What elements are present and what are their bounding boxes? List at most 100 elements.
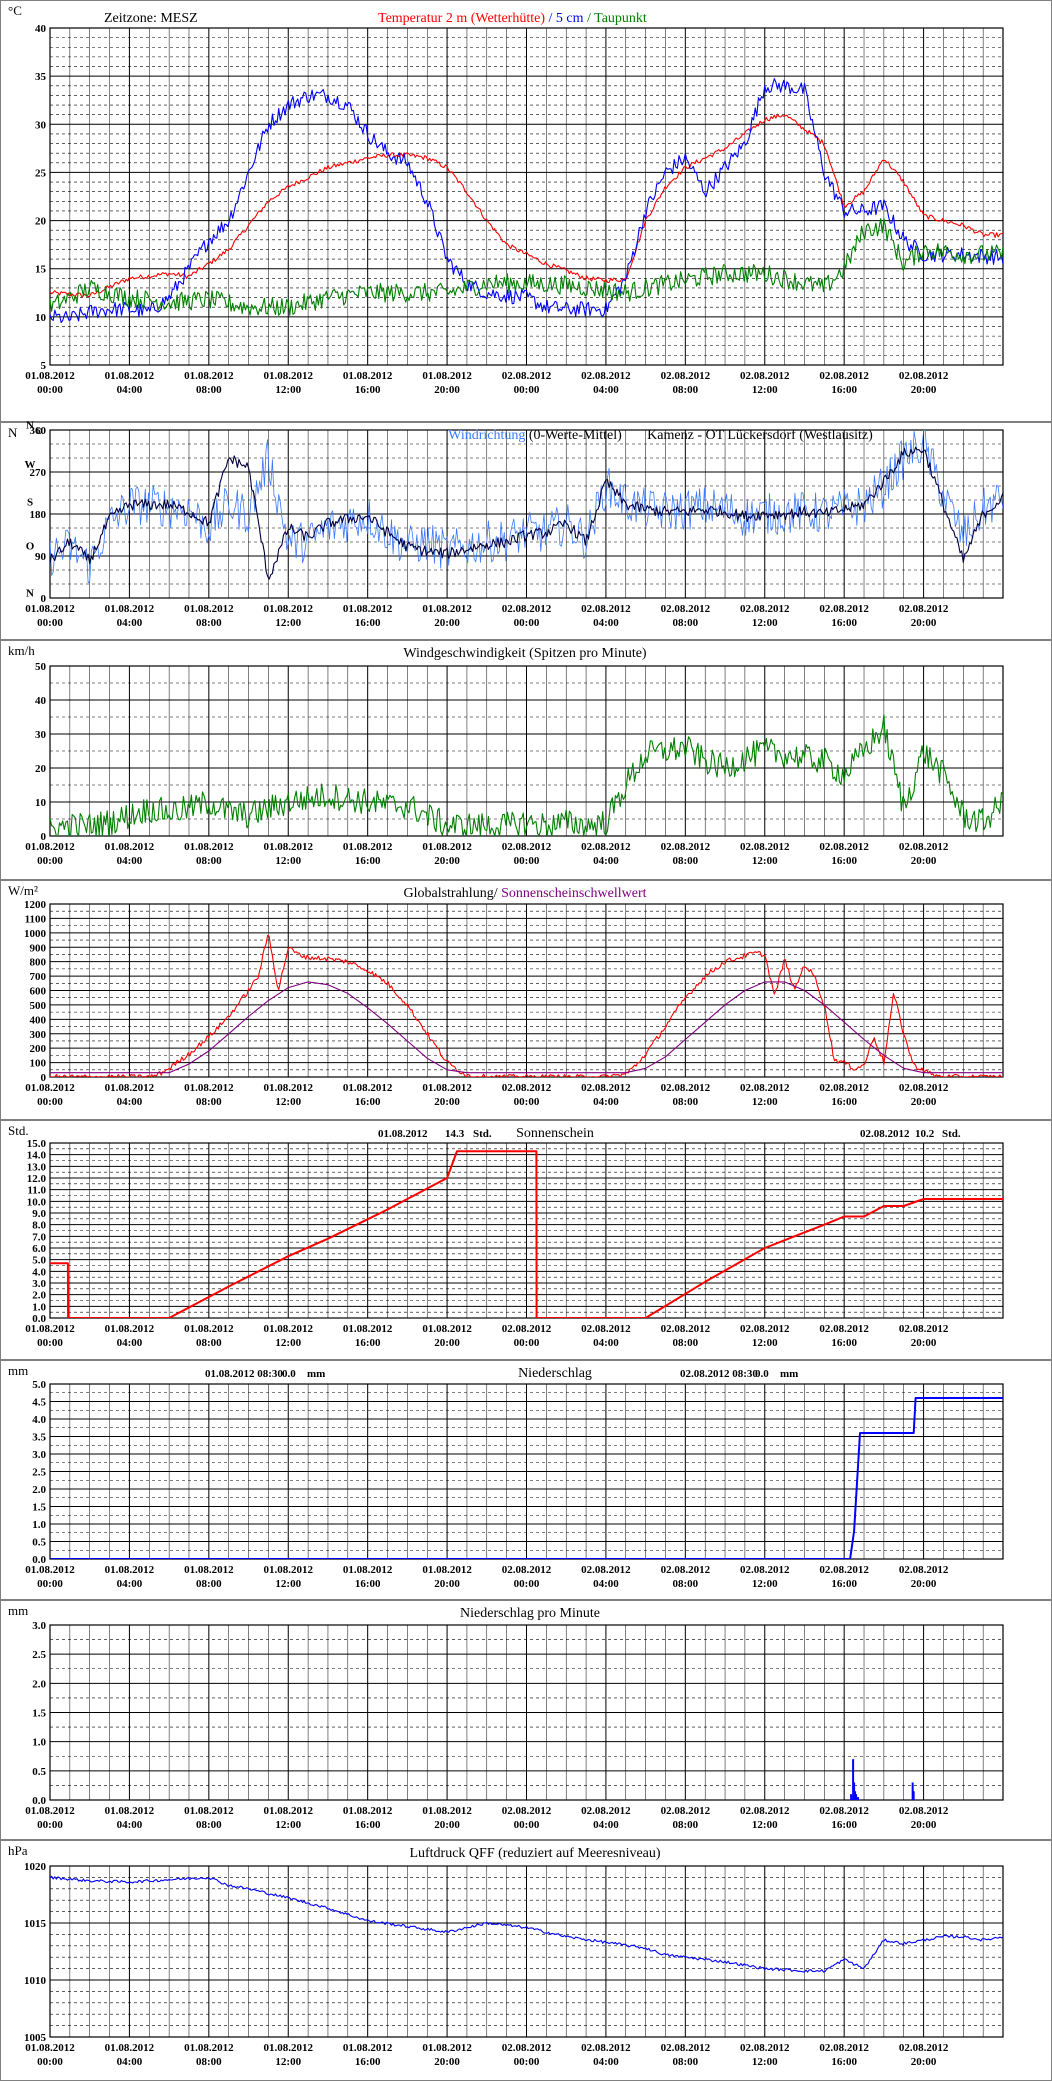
x-tick-date: 01.08.2012 — [264, 1805, 314, 1817]
x-tick-time: 12:00 — [752, 617, 778, 629]
x-tick-time: 12:00 — [275, 855, 301, 867]
unit-label: hPa — [8, 1843, 28, 1858]
x-tick-date: 01.08.2012 — [25, 1805, 75, 1817]
x-tick-time: 08:00 — [672, 617, 698, 629]
x-tick-date: 01.08.2012 — [264, 1323, 314, 1335]
x-tick-date: 01.08.2012 — [105, 370, 155, 382]
x-tick-date: 01.08.2012 — [184, 841, 234, 853]
y-tick-label: 5 — [41, 360, 47, 372]
info-left-date: 01.08.2012 08:30 — [205, 1368, 283, 1380]
x-tick-time: 16:00 — [355, 1819, 381, 1831]
y-tick-label: 50 — [35, 661, 47, 673]
x-tick-time: 08:00 — [196, 617, 222, 629]
title-part: Windgeschwindigkeit (Spitzen pro Minute) — [403, 646, 647, 661]
x-tick-time: 00:00 — [514, 855, 540, 867]
x-tick-date: 01.08.2012 — [343, 1082, 393, 1094]
x-tick-date: 02.08.2012 — [661, 1805, 711, 1817]
x-tick-time: 08:00 — [196, 1337, 222, 1349]
plot-frame — [49, 27, 1004, 366]
title-part: Niederschlag pro Minute — [460, 1606, 600, 1621]
x-tick-date: 02.08.2012 — [661, 1564, 711, 1576]
series-group — [50, 714, 1003, 836]
y-tick-label: 500 — [30, 1000, 47, 1012]
x-tick-date: 02.08.2012 — [740, 603, 790, 615]
x-tick-date: 02.08.2012 — [502, 370, 552, 382]
y-tick-label: 40 — [35, 695, 47, 707]
series-group — [50, 1150, 1003, 1318]
panel-wind_speed: 0 10 20 30 40 50 01.08.2012 00:00 01.08.2012 04:0… — [0, 640, 1052, 880]
y-tick-label: 1000 — [24, 928, 47, 940]
x-tick-date: 02.08.2012 — [661, 1082, 711, 1094]
x-tick-time: 04:00 — [593, 384, 619, 396]
x-tick-time: 20:00 — [434, 1337, 460, 1349]
x-tick-date: 01.08.2012 — [25, 370, 75, 382]
x-tick-time: 04:00 — [117, 384, 143, 396]
x-tick-date: 01.08.2012 — [422, 841, 472, 853]
x-tick-date: 01.08.2012 — [25, 1323, 75, 1335]
y-tick-label: 1100 — [25, 913, 47, 925]
x-tick-time: 08:00 — [672, 1096, 698, 1108]
y-tick-label: 360 — [30, 425, 47, 437]
x-tick-date: 02.08.2012 — [581, 1564, 631, 1576]
x-tick-date: 01.08.2012 — [343, 1564, 393, 1576]
x-tick-date: 02.08.2012 — [819, 841, 869, 853]
y-tick-label: 1.5 — [32, 1708, 46, 1720]
series-line-luftdruck-qff — [50, 1875, 1003, 1973]
x-tick-time: 00:00 — [37, 1096, 63, 1108]
x-tick-time: 20:00 — [911, 617, 937, 629]
x-tick-time: 16:00 — [355, 1096, 381, 1108]
y-tick-label: 4.0 — [32, 1414, 46, 1426]
series-line-globalstrahlung — [50, 934, 1003, 1077]
precip-bar — [852, 1759, 855, 1800]
x-tick-date: 02.08.2012 — [502, 2042, 552, 2054]
x-tick-time: 12:00 — [752, 1096, 778, 1108]
x-tick-time: 16:00 — [355, 2056, 381, 2068]
plot-frame — [49, 1865, 1004, 2038]
x-tick-date: 01.08.2012 — [25, 2042, 75, 2054]
y-tick-label: 1.0 — [32, 1737, 46, 1749]
x-tick-date: 01.08.2012 — [422, 370, 472, 382]
x-tick-time: 08:00 — [196, 855, 222, 867]
series-group — [50, 430, 1003, 584]
x-tick-date: 01.08.2012 — [105, 2042, 155, 2054]
info-left-date: 01.08.2012 — [378, 1128, 428, 1140]
x-tick-time: 04:00 — [117, 2056, 143, 2068]
x-tick-date: 01.08.2012 — [105, 1564, 155, 1576]
y-tick-label: 35 — [35, 71, 47, 83]
x-tick-time: 20:00 — [434, 617, 460, 629]
compass-label: N — [26, 419, 34, 431]
y-tick-label: 11.0 — [27, 1185, 46, 1197]
info-right-unit: Std. — [942, 1128, 961, 1140]
chart-title: Luftdruck QFF (reduziert auf Meeresnivea… — [409, 1846, 660, 1861]
x-tick-time: 16:00 — [831, 1096, 857, 1108]
y-tick-label: 12.0 — [27, 1173, 47, 1185]
x-tick-time: 12:00 — [275, 1337, 301, 1349]
y-tick-label: 7.0 — [32, 1231, 46, 1243]
y-tick-label: 0 — [41, 831, 47, 843]
x-tick-time: 16:00 — [831, 1337, 857, 1349]
x-tick-date: 01.08.2012 — [422, 1323, 472, 1335]
x-tick-time: 04:00 — [593, 617, 619, 629]
series-line-mittel — [50, 446, 1003, 580]
x-tick-date: 01.08.2012 — [422, 1082, 472, 1094]
x-tick-time: 16:00 — [831, 1578, 857, 1590]
y-tick-label: 30 — [35, 729, 47, 741]
series-group — [850, 1759, 915, 1800]
y-tick-label: 270 — [30, 467, 47, 479]
x-tick-time: 12:00 — [275, 1578, 301, 1590]
timezone-label: Zeitzone: MESZ — [104, 11, 198, 26]
y-tick-label: 10 — [35, 312, 47, 324]
x-tick-time: 12:00 — [275, 2056, 301, 2068]
x-tick-date: 02.08.2012 — [581, 2042, 631, 2054]
x-tick-time: 04:00 — [117, 1096, 143, 1108]
title-part: / — [545, 11, 556, 26]
x-tick-date: 02.08.2012 — [740, 2042, 790, 2054]
title-part: Globalstrahlung/ — [403, 886, 501, 901]
x-tick-time: 12:00 — [275, 384, 301, 396]
x-tick-date: 02.08.2012 — [899, 603, 949, 615]
x-tick-date: 01.08.2012 — [25, 1564, 75, 1576]
x-tick-date: 02.08.2012 — [819, 1323, 869, 1335]
plot-frame — [49, 665, 1004, 837]
x-tick-date: 02.08.2012 — [661, 1323, 711, 1335]
chart-title: Windrichtung (0-Werte-Mittel) — [448, 428, 622, 443]
